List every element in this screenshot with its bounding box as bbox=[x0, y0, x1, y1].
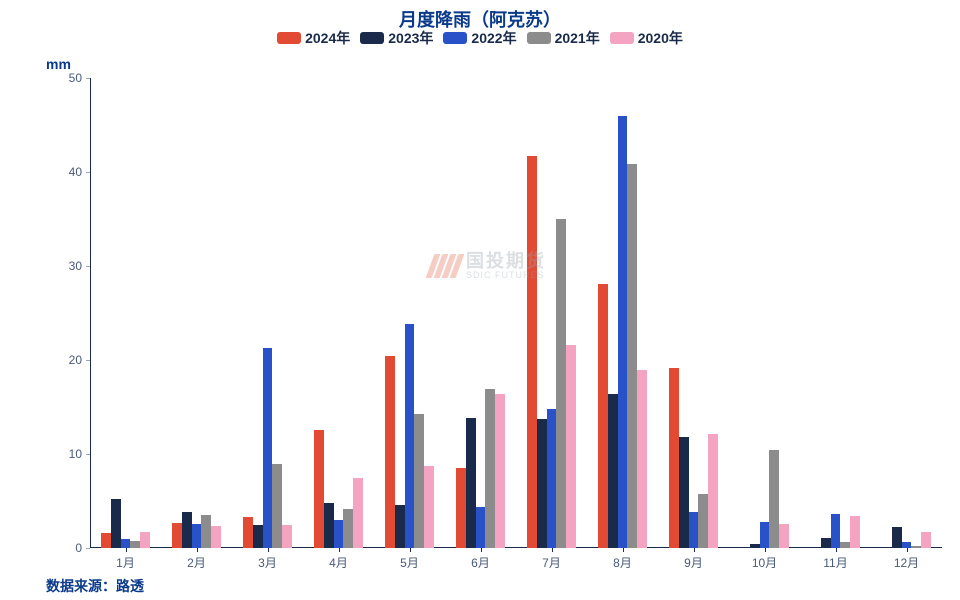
bar bbox=[821, 538, 831, 548]
x-group: 8月 bbox=[587, 78, 658, 548]
x-group: 3月 bbox=[232, 78, 303, 548]
y-axis-label: mm bbox=[46, 56, 71, 72]
x-tick-label: 2月 bbox=[187, 548, 206, 571]
bar bbox=[324, 503, 334, 548]
bar bbox=[485, 389, 495, 548]
legend-swatch bbox=[527, 32, 551, 44]
bar bbox=[414, 414, 424, 548]
bar bbox=[272, 464, 282, 548]
rainfall-chart: 月度降雨（阿克苏） 2024年2023年2022年2021年2020年 mm 0… bbox=[0, 0, 960, 600]
bar bbox=[627, 164, 637, 548]
legend-swatch bbox=[360, 32, 384, 44]
bar bbox=[527, 156, 537, 548]
legend-item: 2023年 bbox=[360, 28, 433, 48]
bar bbox=[769, 450, 779, 548]
bar bbox=[424, 466, 434, 548]
bar bbox=[566, 345, 576, 548]
legend-label: 2020年 bbox=[638, 28, 683, 48]
bar bbox=[476, 507, 486, 548]
x-tick-label: 9月 bbox=[684, 548, 703, 571]
x-tick-label: 10月 bbox=[752, 548, 777, 571]
bar bbox=[111, 499, 121, 548]
bar bbox=[547, 409, 557, 548]
bar bbox=[395, 505, 405, 548]
legend-item: 2021年 bbox=[527, 28, 600, 48]
x-tick-label: 3月 bbox=[258, 548, 277, 571]
bar bbox=[140, 532, 150, 548]
bar bbox=[679, 437, 689, 548]
legend-label: 2021年 bbox=[555, 28, 600, 48]
legend-swatch bbox=[443, 32, 467, 44]
bar bbox=[456, 468, 466, 548]
bar bbox=[669, 368, 679, 548]
plot-area: 010203040501月2月3月4月5月6月7月8月9月10月11月12月 bbox=[90, 78, 942, 548]
bar bbox=[211, 526, 221, 548]
x-tick-label: 8月 bbox=[613, 548, 632, 571]
x-tick-label: 12月 bbox=[894, 548, 919, 571]
x-group: 12月 bbox=[871, 78, 942, 548]
data-source: 数据来源：路透 bbox=[46, 576, 144, 596]
x-group: 2月 bbox=[161, 78, 232, 548]
bar bbox=[121, 539, 131, 548]
x-group: 9月 bbox=[658, 78, 729, 548]
bar bbox=[172, 523, 182, 548]
x-tick-label: 6月 bbox=[471, 548, 490, 571]
bar bbox=[243, 517, 253, 548]
x-tick-label: 4月 bbox=[329, 548, 348, 571]
x-tick-label: 1月 bbox=[116, 548, 135, 571]
y-tick-mark bbox=[86, 548, 90, 549]
bar bbox=[892, 527, 902, 548]
bar bbox=[343, 509, 353, 548]
bar bbox=[405, 324, 415, 548]
legend-swatch bbox=[610, 32, 634, 44]
legend-label: 2023年 bbox=[388, 28, 433, 48]
bar bbox=[708, 434, 718, 548]
x-tick-label: 11月 bbox=[823, 548, 847, 571]
bar bbox=[598, 284, 608, 548]
bar bbox=[182, 512, 192, 548]
bar bbox=[850, 516, 860, 548]
x-group: 10月 bbox=[729, 78, 800, 548]
legend-item: 2022年 bbox=[443, 28, 516, 48]
bar bbox=[263, 348, 273, 548]
bar bbox=[537, 419, 547, 548]
x-group: 5月 bbox=[374, 78, 445, 548]
x-group: 6月 bbox=[445, 78, 516, 548]
bar bbox=[314, 430, 324, 548]
x-group: 1月 bbox=[90, 78, 161, 548]
bar bbox=[556, 219, 566, 548]
legend-label: 2022年 bbox=[471, 28, 516, 48]
bar bbox=[637, 370, 647, 548]
x-group: 4月 bbox=[303, 78, 374, 548]
bar bbox=[101, 533, 111, 548]
bar bbox=[698, 494, 708, 548]
x-tick-label: 5月 bbox=[400, 548, 419, 571]
bar bbox=[495, 394, 505, 548]
bar bbox=[130, 541, 140, 548]
bar bbox=[334, 520, 344, 548]
legend-item: 2020年 bbox=[610, 28, 683, 48]
legend-item: 2024年 bbox=[277, 28, 350, 48]
legend-label: 2024年 bbox=[305, 28, 350, 48]
bar bbox=[831, 514, 841, 548]
bar bbox=[282, 525, 292, 549]
bar bbox=[253, 525, 263, 548]
x-tick-label: 7月 bbox=[542, 548, 561, 571]
bar bbox=[201, 515, 211, 548]
bar bbox=[921, 532, 931, 548]
bar bbox=[779, 524, 789, 548]
legend: 2024年 2023年 2022年 2021年 2020年 bbox=[0, 28, 960, 48]
bar bbox=[618, 116, 628, 548]
x-group: 7月 bbox=[516, 78, 587, 548]
bar bbox=[192, 524, 202, 548]
x-group: 11月 bbox=[800, 78, 871, 548]
bar bbox=[353, 478, 363, 549]
bar bbox=[608, 394, 618, 548]
legend-swatch bbox=[277, 32, 301, 44]
bar bbox=[760, 522, 770, 548]
bar bbox=[689, 512, 699, 548]
bar bbox=[385, 356, 395, 548]
bar bbox=[466, 418, 476, 548]
